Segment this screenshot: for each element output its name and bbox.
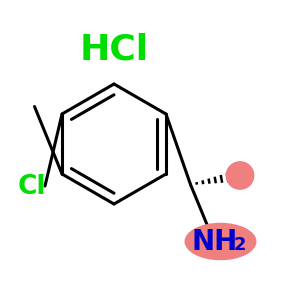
Text: HCl: HCl bbox=[80, 32, 148, 67]
Circle shape bbox=[226, 161, 254, 190]
Text: Cl: Cl bbox=[17, 175, 46, 200]
Ellipse shape bbox=[184, 223, 256, 260]
Text: NH: NH bbox=[191, 227, 238, 256]
Text: 2: 2 bbox=[234, 236, 246, 254]
